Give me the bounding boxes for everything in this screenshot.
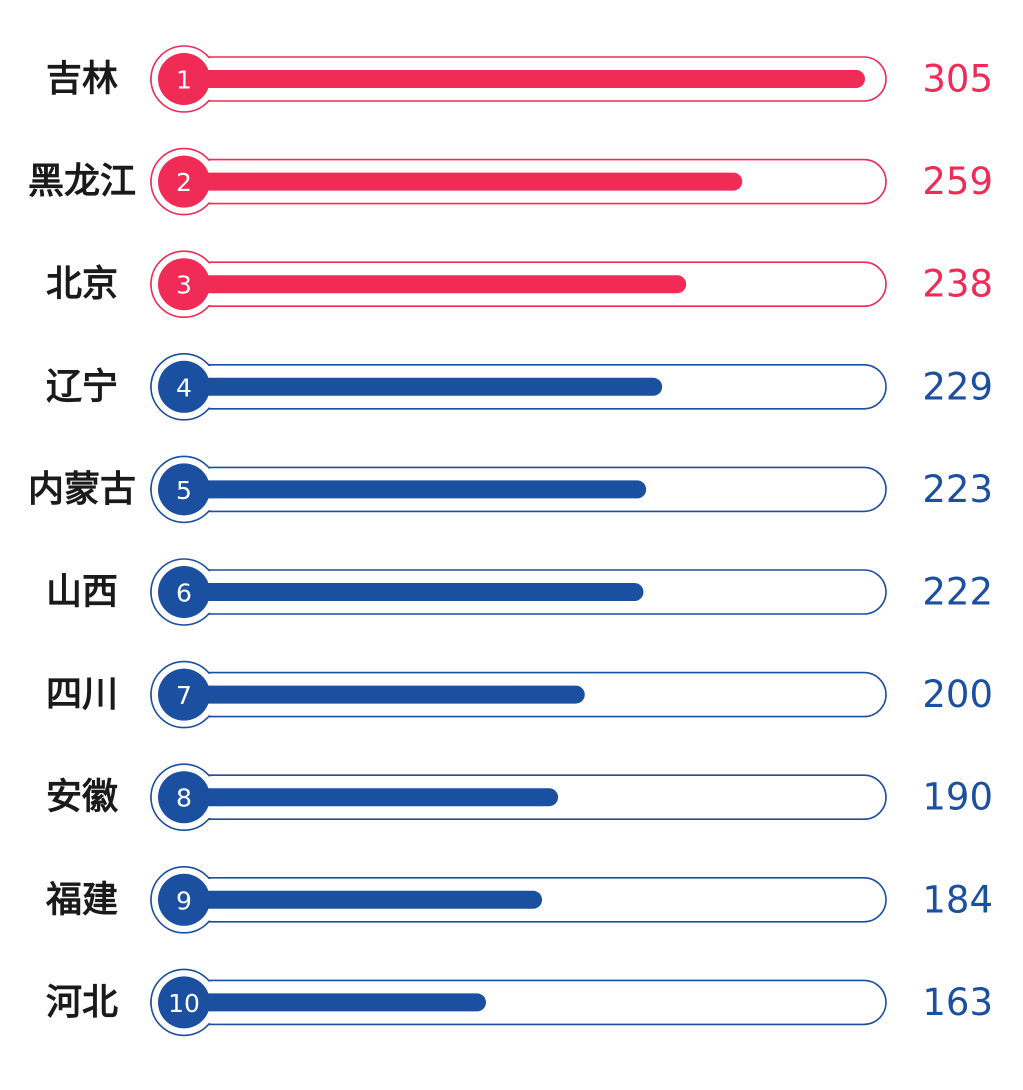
bar-row: 吉林 1 305 [46, 45, 993, 113]
category-label: 内蒙古 [28, 469, 136, 510]
bar [184, 172, 743, 191]
value-label: 305 [922, 58, 993, 101]
category-label: 福建 [45, 879, 118, 920]
category-label: 吉林 [46, 59, 118, 100]
value-label: 259 [922, 160, 993, 203]
bar [184, 377, 663, 396]
bar-row: 内蒙古 5 223 [28, 455, 993, 524]
rank-label: 4 [176, 373, 192, 402]
rank-bulb [158, 463, 210, 516]
bar-row: 四川 7 200 [46, 660, 993, 729]
rank-label: 7 [176, 681, 192, 710]
bar-row: 福建 9 184 [45, 865, 993, 934]
rank-bulb [158, 976, 210, 1029]
value-label: 222 [922, 571, 993, 614]
bar [184, 583, 644, 601]
value-label: 238 [922, 263, 993, 306]
rank-label: 6 [176, 579, 192, 608]
value-label: 229 [922, 365, 993, 408]
rank-label: 8 [176, 784, 192, 813]
rank-bulb [158, 771, 210, 824]
bar [184, 788, 559, 807]
rank-label: 3 [176, 271, 192, 300]
bar-row: 山西 6 222 [46, 558, 993, 626]
rank-label: 2 [176, 168, 192, 197]
rank-bulb [158, 668, 210, 721]
rank-bulb [158, 155, 210, 208]
bar-row: 北京 3 238 [46, 250, 993, 319]
rank-label: 10 [168, 989, 200, 1018]
bar [184, 685, 585, 704]
rank-bulb [158, 566, 210, 618]
bar-row: 黑龙江 2 259 [28, 147, 993, 216]
category-label: 安徽 [46, 777, 119, 818]
category-label: 北京 [46, 263, 118, 305]
bar [184, 480, 647, 499]
bar-row: 河北 10 163 [46, 968, 993, 1037]
category-label: 四川 [46, 674, 118, 715]
value-label: 200 [922, 673, 993, 716]
bar-row: 安徽 8 190 [46, 763, 993, 832]
bar [184, 275, 687, 294]
category-label: 黑龙江 [28, 161, 136, 202]
category-label: 河北 [46, 982, 118, 1023]
rank-label: 5 [176, 476, 192, 505]
rank-bulb [158, 360, 210, 413]
rank-bulb [158, 873, 210, 926]
bar-row: 辽宁 4 229 [46, 352, 993, 421]
value-label: 190 [922, 776, 993, 819]
value-label: 163 [922, 981, 993, 1024]
rank-bulb [158, 53, 210, 105]
category-label: 辽宁 [46, 366, 118, 407]
value-label: 184 [922, 878, 993, 921]
rank-label: 1 [176, 66, 192, 95]
bar [184, 993, 486, 1012]
category-label: 山西 [46, 572, 118, 613]
value-label: 223 [922, 468, 993, 511]
bar [184, 70, 865, 88]
bar [184, 890, 543, 909]
rank-label: 9 [176, 886, 192, 915]
rank-bulb [158, 258, 210, 311]
